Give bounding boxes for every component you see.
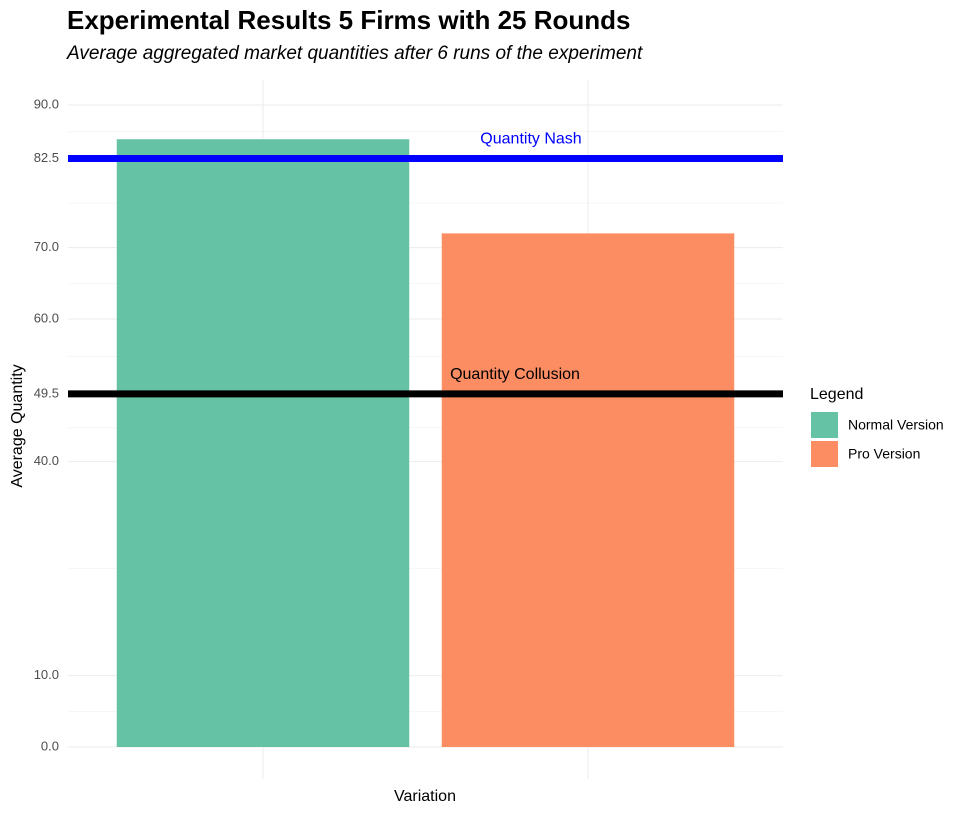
y-tick-label: 60.0 (34, 310, 59, 325)
bar (441, 233, 735, 747)
y-tick-label: 90.0 (34, 96, 59, 111)
legend-label: Normal Version (848, 417, 944, 433)
y-tick-label: 49.5 (34, 385, 59, 400)
bar (116, 139, 410, 748)
legend-title: Legend (810, 386, 863, 403)
reference-line-label: Quantity Collusion (450, 366, 580, 383)
chart-title: Experimental Results 5 Firms with 25 Rou… (67, 5, 630, 35)
legend-key (811, 412, 838, 438)
y-tick-label: 70.0 (34, 239, 59, 254)
reference-line-label: Quantity Nash (480, 131, 581, 148)
legend-label: Pro Version (848, 446, 920, 462)
legend-key (811, 441, 838, 467)
x-axis-label: Variation (394, 788, 456, 805)
y-tick-label: 40.0 (34, 453, 59, 468)
y-tick-label: 10.0 (34, 667, 59, 682)
y-tick-label: 82.5 (34, 150, 59, 165)
y-axis-label: Average Quantity (9, 364, 26, 487)
chart-subtitle: Average aggregated market quantities aft… (66, 43, 643, 64)
y-tick-label: 0.0 (41, 738, 59, 753)
